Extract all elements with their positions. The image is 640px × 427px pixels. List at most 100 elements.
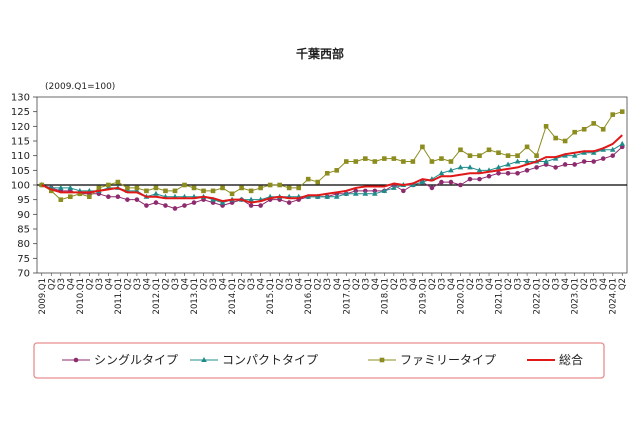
data-point (125, 197, 130, 202)
data-point (591, 159, 596, 164)
data-point (191, 185, 197, 191)
data-point (258, 203, 263, 208)
data-point (467, 176, 473, 182)
data-point (543, 124, 549, 129)
data-point (619, 140, 626, 146)
data-point (600, 156, 606, 161)
y-tick-label: 90 (17, 210, 30, 221)
data-point (286, 200, 292, 205)
y-tick-label: 100 (11, 181, 30, 192)
data-point (543, 158, 549, 164)
data-point (362, 190, 369, 196)
data-point (553, 135, 558, 141)
x-tick-label: 2021.Q1 (495, 278, 505, 314)
legend-label: コンパクトタイプ (222, 353, 318, 367)
data-point (610, 112, 616, 117)
y-tick-label: 115 (11, 137, 30, 148)
data-point (581, 126, 587, 132)
x-tick-label: Q4 (104, 278, 114, 290)
data-point (420, 144, 425, 150)
x-tick-label: Q4 (181, 278, 191, 290)
data-point (438, 170, 445, 176)
data-point (458, 147, 463, 153)
x-tick-label: 2014.Q1 (228, 278, 238, 314)
data-point (239, 185, 244, 191)
series-layer (38, 109, 626, 211)
x-tick-label: Q2 (542, 278, 552, 290)
data-point (305, 176, 311, 182)
x-tick-label: Q4 (409, 278, 419, 290)
data-point (334, 168, 340, 173)
x-tick-label: Q2 (504, 278, 514, 290)
legend-swatch-marker (73, 357, 79, 363)
data-point (477, 176, 482, 182)
data-point (571, 152, 578, 158)
x-tick-label: Q3 (171, 278, 181, 290)
data-point (106, 182, 111, 188)
legend-item-1: シングルタイプ (62, 353, 178, 367)
x-tick-label: Q3 (285, 278, 295, 290)
data-point (296, 185, 301, 191)
x-tick-label: Q2 (352, 278, 362, 290)
y-tick-label: 120 (11, 122, 30, 133)
data-point (343, 190, 350, 196)
data-point (448, 159, 454, 164)
data-point (600, 126, 606, 132)
data-point (467, 153, 473, 158)
y-tick-label: 80 (17, 239, 30, 250)
data-point (496, 150, 501, 156)
x-tick-label: Q3 (247, 278, 257, 290)
data-point (382, 156, 387, 161)
data-point (534, 153, 539, 158)
data-point (201, 188, 206, 194)
legend-swatch-marker (379, 357, 385, 363)
legend-swatch-marker (201, 357, 207, 362)
series-line (41, 134, 623, 204)
x-tick-label: Q2 (161, 278, 171, 290)
x-tick-label: Q4 (219, 278, 229, 290)
data-point (286, 185, 292, 191)
x-tick-label: Q3 (133, 278, 143, 290)
x-tick-label: Q4 (142, 278, 152, 290)
x-tick-label: Q3 (552, 278, 562, 290)
data-point (381, 187, 388, 193)
x-tick-label: Q3 (95, 278, 105, 290)
x-tick-label: Q4 (295, 278, 305, 290)
data-point (153, 185, 159, 191)
x-tick-label: 2013.Q1 (190, 278, 200, 314)
data-point (363, 156, 368, 161)
data-point (333, 193, 340, 199)
data-point (439, 156, 444, 161)
x-tick-label: 2024.Q1 (609, 278, 619, 314)
data-point (476, 167, 483, 173)
data-point (572, 162, 577, 167)
data-point (419, 179, 426, 185)
x-tick-label: Q3 (361, 278, 371, 290)
data-point (106, 194, 111, 200)
x-tick-label: Q4 (447, 278, 457, 290)
x-tick-label: Q2 (580, 278, 590, 290)
x-tick-label: 2015.Q1 (266, 278, 276, 314)
plot-area: 70 75 80 85 90 95 100 105 110 115 120 125 130 2009.Q… (11, 93, 628, 315)
data-point (163, 203, 168, 208)
legend-frame (33, 342, 605, 379)
y-tick-label: 105 (11, 166, 30, 177)
x-tick-label: Q4 (333, 278, 343, 290)
data-point (429, 159, 435, 164)
x-tick-label: Q4 (561, 278, 571, 290)
data-point (486, 173, 492, 179)
data-point (248, 196, 254, 202)
data-point (514, 158, 521, 164)
data-point (277, 182, 282, 188)
data-point (439, 179, 444, 185)
x-tick-label: Q2 (85, 278, 95, 290)
x-tick-label: 2011.Q1 (114, 278, 124, 314)
x-tick-label: Q2 (618, 278, 628, 290)
x-tick-label: 2018.Q1 (380, 278, 390, 314)
x-axis: 2009.Q1 Q2 Q3 Q4 2010.Q1 Q2 Q3 Q4 2011.Q1 Q2 Q3 Q4 2… (38, 273, 628, 314)
legend-item-2: コンパクトタイプ (190, 353, 318, 367)
data-point (477, 153, 482, 158)
y-tick-label: 95 (17, 195, 30, 206)
data-point (144, 188, 149, 194)
data-point (248, 188, 254, 194)
